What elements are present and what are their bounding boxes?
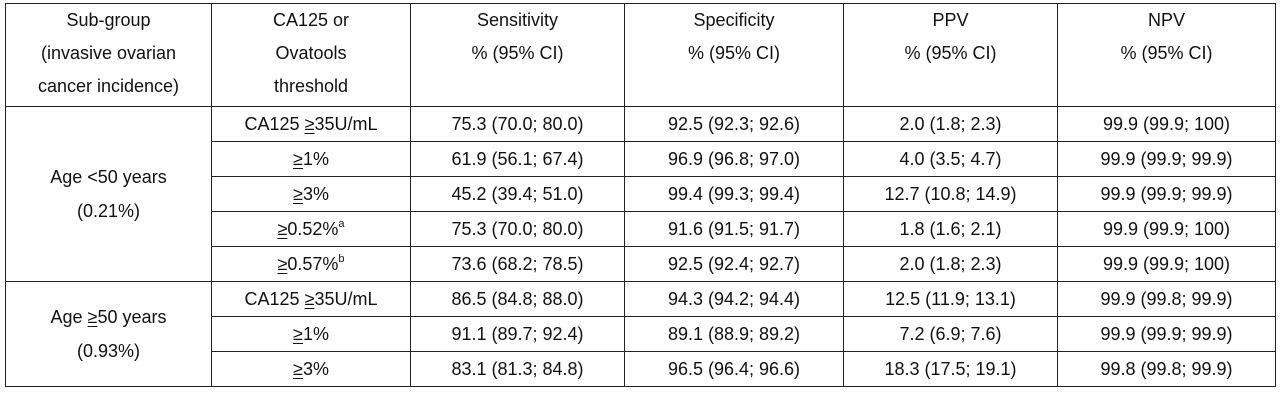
table-row: ≥1% 61.9 (56.1; 67.4) 96.9 (96.8; 97.0) 4.0… bbox=[6, 141, 1276, 177]
table-row: ≥0.52%a 75.3 (70.0; 80.0) 91.6 (91.5; 91.7… bbox=[6, 211, 1276, 247]
subgroup-symbol: ≥ bbox=[87, 307, 98, 327]
header-line: NPV bbox=[1147, 10, 1185, 30]
subgroup-label-line: Age <50 years bbox=[50, 167, 167, 187]
threshold-prefix: CA125 bbox=[244, 114, 305, 134]
header-line: Sensitivity bbox=[476, 10, 559, 30]
subgroup-label-line: (0.21%) bbox=[76, 201, 141, 221]
npv-cell: 99.9 (99.9; 99.9) bbox=[1057, 176, 1276, 212]
threshold-value: 3% bbox=[302, 184, 329, 204]
specificity-cell: 96.5 (96.4; 96.6) bbox=[624, 351, 844, 387]
subgroup-cell: Age <50 years (0.21%) bbox=[5, 106, 212, 282]
threshold-symbol: ≥ bbox=[293, 184, 303, 204]
npv-cell: 99.9 (99.9; 99.9) bbox=[1057, 316, 1276, 352]
threshold-cell: ≥1% bbox=[211, 141, 411, 177]
table-row: ≥1% 91.1 (89.7; 92.4) 89.1 (88.9; 89.2) 7.2… bbox=[6, 316, 1276, 352]
header-line: % (95% CI) bbox=[687, 43, 781, 63]
specificity-cell: 94.3 (94.2; 94.4) bbox=[624, 281, 844, 317]
header-line: threshold bbox=[273, 76, 349, 96]
subgroup-label-line: Age ≥50 years bbox=[50, 307, 167, 327]
sensitivity-cell: 75.3 (70.0; 80.0) bbox=[410, 106, 625, 142]
table-row: ≥3% 45.2 (39.4; 51.0) 99.4 (99.3; 99.4) 12.… bbox=[6, 176, 1276, 212]
threshold-prefix: CA125 bbox=[244, 289, 305, 309]
sensitivity-cell: 86.5 (84.8; 88.0) bbox=[410, 281, 625, 317]
header-threshold: CA125 or Ovatools threshold bbox=[211, 3, 411, 107]
table-body: Sub-group (invasive ovarian cancer incid… bbox=[5, 3, 1276, 387]
threshold-symbol: ≥ bbox=[277, 219, 288, 239]
threshold-cell: ≥3% bbox=[211, 176, 411, 212]
specificity-cell: 92.5 (92.3; 92.6) bbox=[624, 106, 844, 142]
ppv-cell: 2.0 (1.8; 2.3) bbox=[843, 246, 1058, 282]
footnote-marker: b bbox=[338, 253, 345, 265]
table-row: Age <50 years (0.21%) CA125 ≥35U/mL 75.3 (7… bbox=[5, 106, 1276, 282]
threshold-value: 0.52% bbox=[287, 219, 339, 239]
threshold-value: 1% bbox=[302, 149, 329, 169]
threshold-value: 0.57% bbox=[287, 254, 339, 274]
table-row: Age ≥50 years (0.93%) CA125 ≥35U/mL 86.5 (8… bbox=[5, 281, 1276, 387]
specificity-cell: 89.1 (88.9; 89.2) bbox=[624, 316, 844, 352]
sensitivity-cell: 45.2 (39.4; 51.0) bbox=[410, 176, 625, 212]
npv-cell: 99.9 (99.9; 100) bbox=[1057, 211, 1276, 247]
sensitivity-cell: 75.3 (70.0; 80.0) bbox=[410, 211, 625, 247]
header-sensitivity: Sensitivity % (95% CI) bbox=[410, 3, 625, 107]
threshold-symbol: ≥ bbox=[277, 254, 288, 274]
threshold-value: 35U/mL bbox=[314, 114, 378, 134]
threshold-cell: CA125 ≥35U/mL bbox=[211, 281, 411, 317]
threshold-symbol: ≥ bbox=[304, 289, 315, 309]
threshold-cell: ≥1% bbox=[211, 316, 411, 352]
ppv-cell: 2.0 (1.8; 2.3) bbox=[843, 106, 1058, 142]
threshold-cell: ≥0.57%b bbox=[211, 246, 411, 282]
header-line: (invasive ovarian bbox=[40, 43, 177, 63]
header-line: CA125 or bbox=[272, 10, 350, 30]
ppv-cell: 12.7 (10.8; 14.9) bbox=[843, 176, 1058, 212]
header-line: Specificity bbox=[693, 10, 775, 30]
threshold-cell: ≥3% bbox=[211, 351, 411, 387]
header-line: cancer incidence) bbox=[37, 76, 180, 96]
threshold-cell: ≥0.52%a bbox=[211, 211, 411, 247]
threshold-value: 35U/mL bbox=[314, 289, 378, 309]
subgroup-label-line: (0.93%) bbox=[76, 341, 141, 361]
specificity-cell: 96.9 (96.8; 97.0) bbox=[624, 141, 844, 177]
specificity-cell: 92.5 (92.4; 92.7) bbox=[624, 246, 844, 282]
specificity-cell: 99.4 (99.3; 99.4) bbox=[624, 176, 844, 212]
header-row: Sub-group (invasive ovarian cancer incid… bbox=[5, 3, 1276, 107]
specificity-cell: 91.6 (91.5; 91.7) bbox=[624, 211, 844, 247]
header-line: % (95% CI) bbox=[1120, 43, 1213, 63]
ppv-cell: 1.8 (1.6; 2.1) bbox=[843, 211, 1058, 247]
threshold-symbol: ≥ bbox=[293, 324, 303, 344]
threshold-symbol: ≥ bbox=[293, 149, 303, 169]
header-ppv: PPV % (95% CI) bbox=[843, 3, 1058, 107]
ppv-cell: 12.5 (11.9; 13.1) bbox=[843, 281, 1058, 317]
sensitivity-cell: 83.1 (81.3; 84.8) bbox=[410, 351, 625, 387]
threshold-value: 3% bbox=[302, 359, 329, 379]
threshold-cell: CA125 ≥35U/mL bbox=[211, 106, 411, 142]
table-row: ≥0.57%b 73.6 (68.2; 78.5) 92.5 (92.4; 92.7… bbox=[6, 246, 1276, 282]
header-line: % (95% CI) bbox=[471, 43, 564, 63]
ppv-cell: 7.2 (6.9; 7.6) bbox=[843, 316, 1058, 352]
threshold-symbol: ≥ bbox=[293, 359, 303, 379]
threshold-value: 1% bbox=[302, 324, 329, 344]
results-table: Sub-group (invasive ovarian cancer incid… bbox=[5, 3, 1276, 387]
header-line: % (95% CI) bbox=[904, 43, 997, 63]
npv-cell: 99.9 (99.9; 99.9) bbox=[1057, 141, 1276, 177]
npv-cell: 99.9 (99.8; 99.9) bbox=[1057, 281, 1276, 317]
header-npv: NPV % (95% CI) bbox=[1057, 3, 1276, 107]
ppv-cell: 4.0 (3.5; 4.7) bbox=[843, 141, 1058, 177]
header-line: PPV bbox=[932, 10, 969, 30]
threshold-symbol: ≥ bbox=[304, 114, 315, 134]
subgroup-cell: Age ≥50 years (0.93%) bbox=[5, 281, 212, 387]
header-specificity: Specificity % (95% CI) bbox=[624, 3, 844, 107]
sensitivity-cell: 73.6 (68.2; 78.5) bbox=[410, 246, 625, 282]
ppv-cell: 18.3 (17.5; 19.1) bbox=[843, 351, 1058, 387]
sensitivity-cell: 91.1 (89.7; 92.4) bbox=[410, 316, 625, 352]
header-line: Sub-group bbox=[66, 10, 151, 30]
table-row: ≥3% 83.1 (81.3; 84.8) 96.5 (96.4; 96.6) 18.… bbox=[6, 351, 1276, 387]
header-line: Ovatools bbox=[275, 43, 347, 63]
header-subgroup: Sub-group (invasive ovarian cancer incid… bbox=[5, 3, 212, 107]
npv-cell: 99.8 (99.8; 99.9) bbox=[1057, 351, 1276, 387]
sensitivity-cell: 61.9 (56.1; 67.4) bbox=[410, 141, 625, 177]
npv-cell: 99.9 (99.9; 100) bbox=[1057, 246, 1276, 282]
npv-cell: 99.9 (99.9; 100) bbox=[1057, 106, 1276, 142]
footnote-marker: a bbox=[338, 218, 345, 230]
